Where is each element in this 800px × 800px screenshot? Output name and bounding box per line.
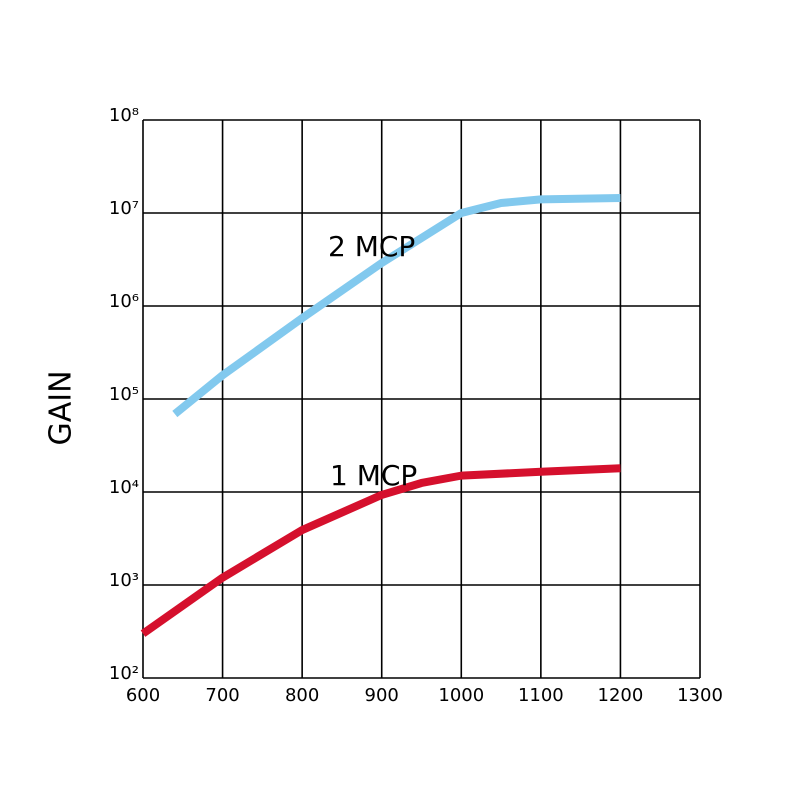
x-tick-label: 600: [126, 685, 160, 706]
y-axis-label: GAIN: [44, 370, 79, 445]
line: [140, 464, 621, 637]
x-tick-label: 700: [205, 685, 239, 706]
series-label: 1 MCP: [330, 459, 417, 492]
x-tick-label: 1300: [677, 685, 723, 706]
y-tick-label: 10⁶: [109, 291, 139, 312]
y-tick-label: 10⁷: [109, 198, 139, 219]
y-tick-label: 10³: [109, 570, 139, 591]
x-tick-label: 1000: [438, 685, 484, 706]
y-tick-label: 10²: [109, 663, 139, 684]
y-tick-label: 10⁸: [109, 105, 139, 126]
y-tick-label: 10⁵: [109, 384, 139, 405]
x-tick-label: 900: [365, 685, 399, 706]
y-tick-label: 10⁴: [109, 477, 139, 498]
line: [172, 193, 621, 418]
x-tick-label: 800: [285, 685, 319, 706]
x-tick-label: 1100: [518, 685, 564, 706]
x-tick-label: 1200: [598, 685, 644, 706]
series-label: 2 MCP: [328, 230, 415, 263]
